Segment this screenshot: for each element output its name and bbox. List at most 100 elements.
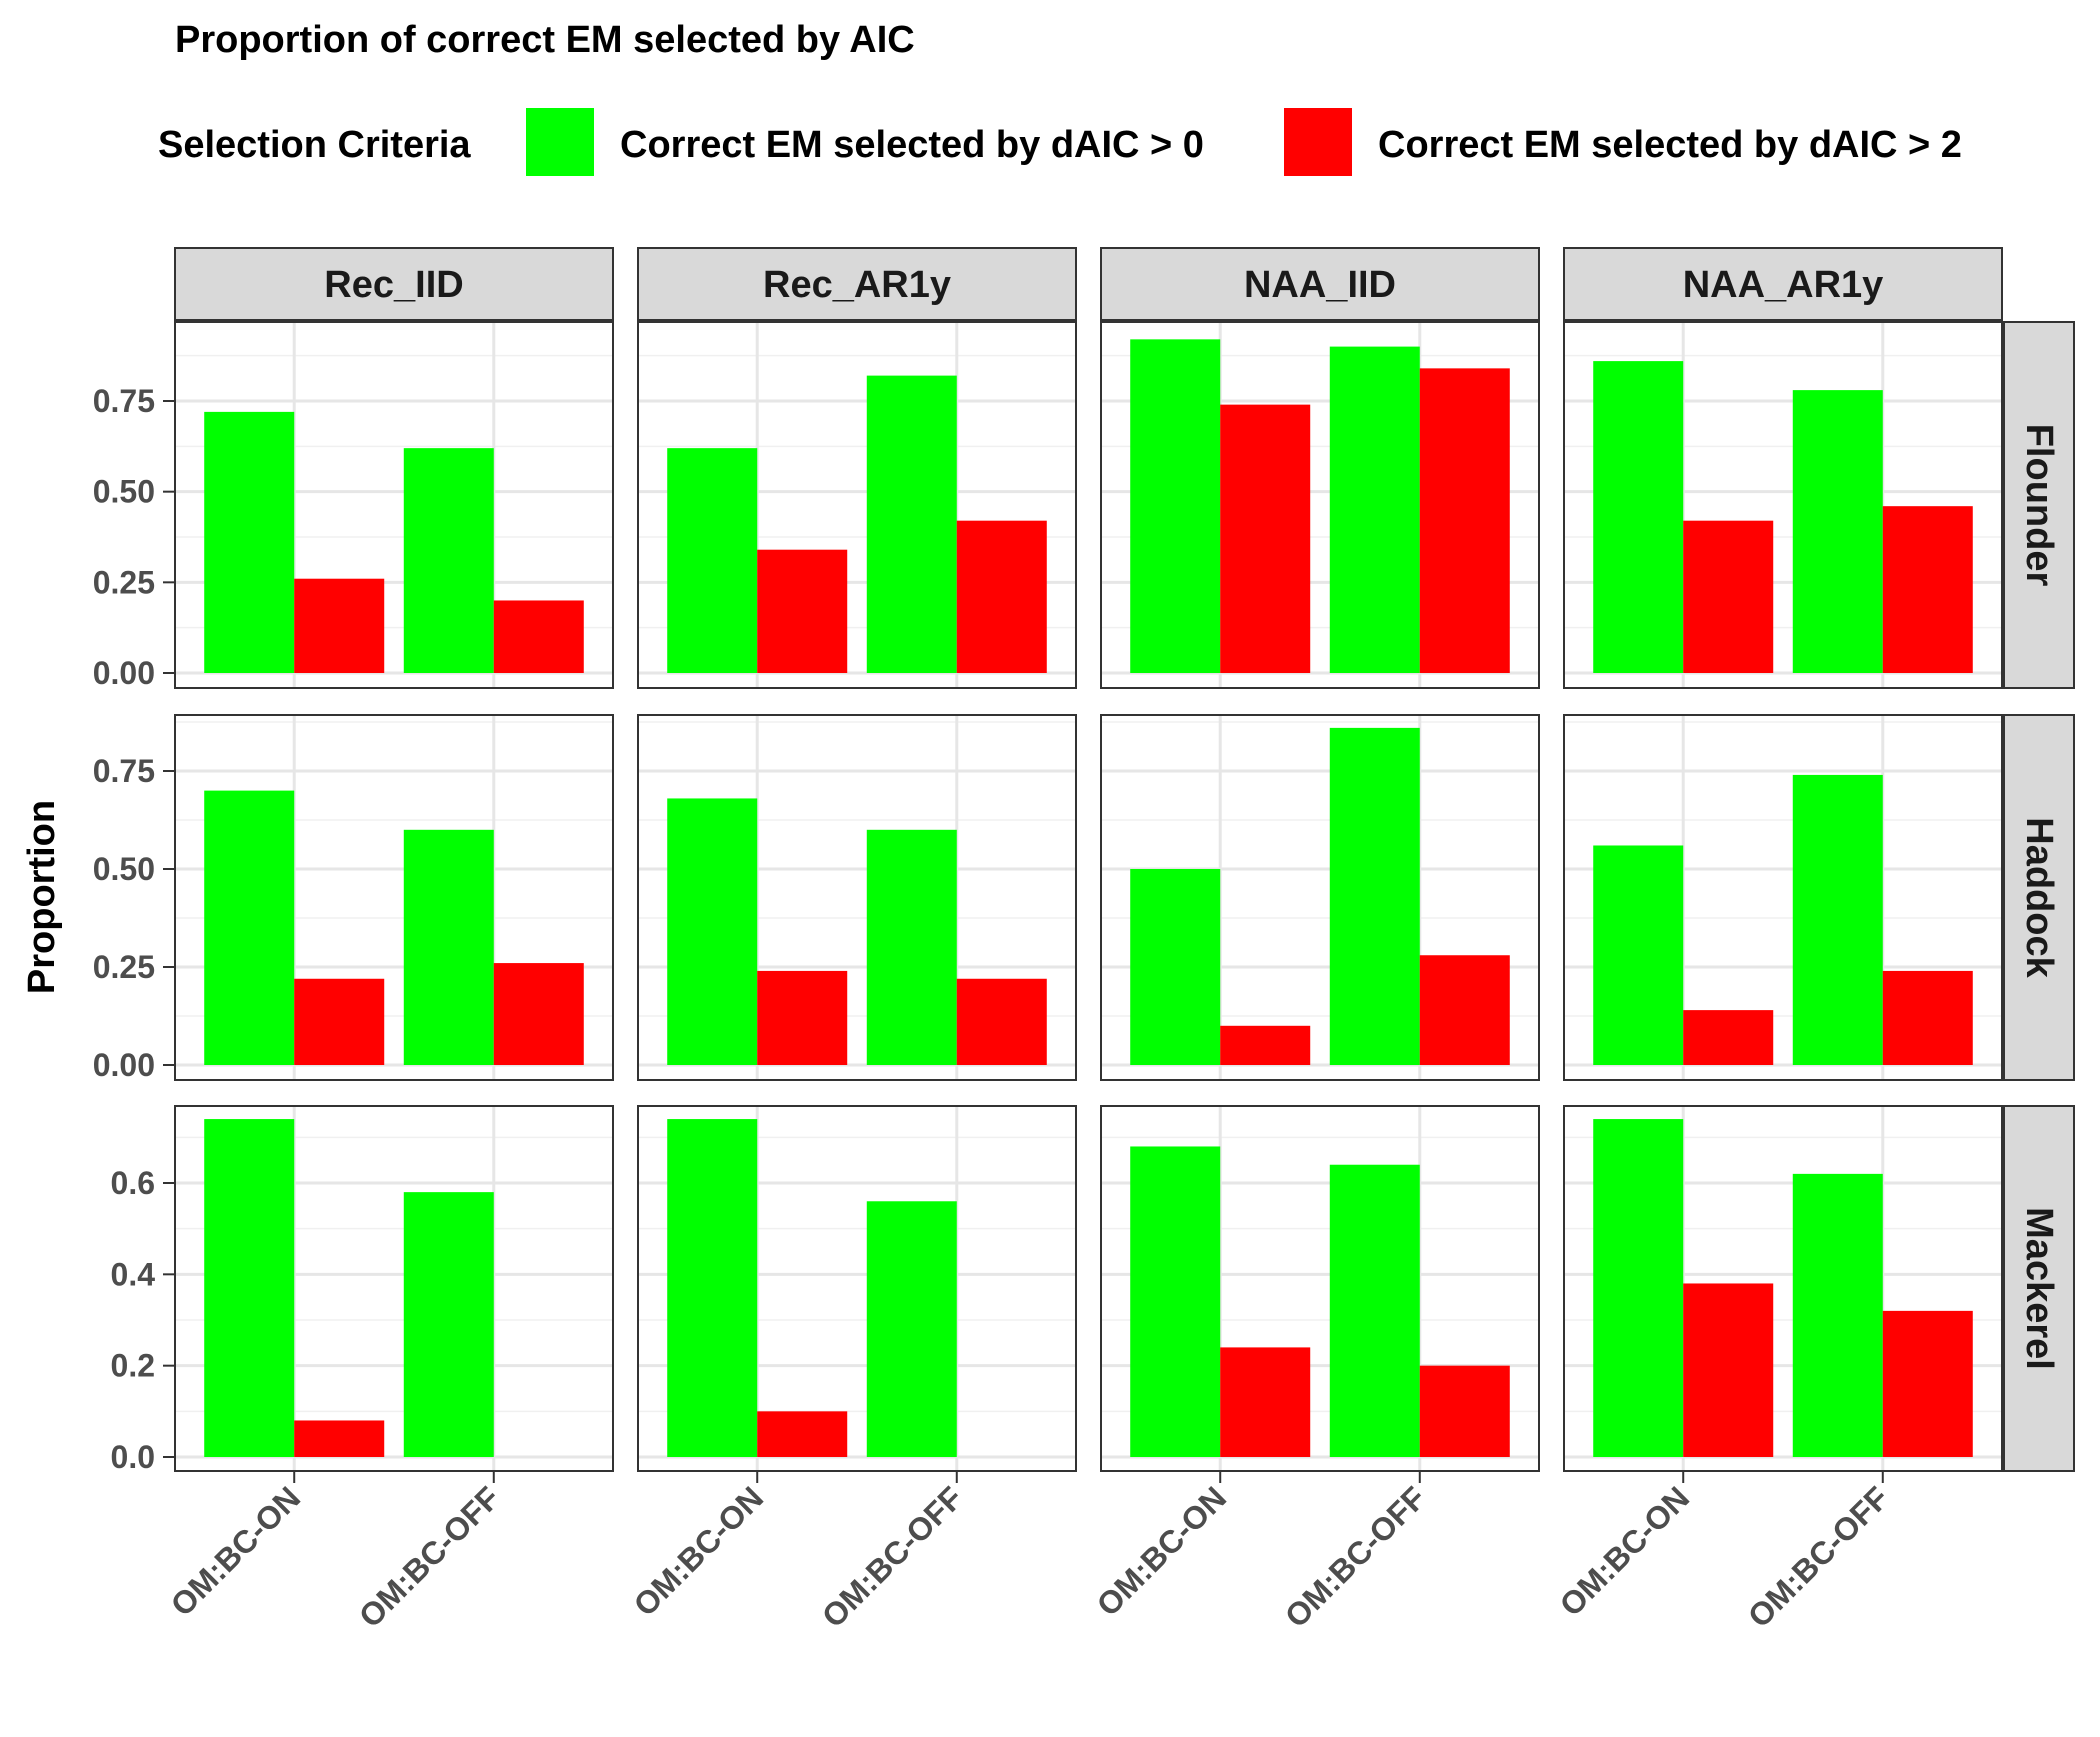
bar-om-bc-on-daic0 — [1130, 1146, 1221, 1457]
y-tick-label: 0.75 — [93, 383, 155, 419]
bar-om-bc-on-daic0 — [204, 790, 295, 1065]
bar-om-bc-off-daic2 — [1882, 506, 1973, 673]
legend-swatch-daic2 — [1284, 108, 1352, 176]
strip-flounder: Flounder — [2003, 321, 2075, 689]
bar-om-bc-on-daic0 — [1130, 869, 1221, 1065]
strip-naa-iid: NAA_IID — [1100, 247, 1540, 321]
bar-om-bc-off-daic2 — [1882, 1310, 1973, 1457]
strip-label-naa-iid: NAA_IID — [1244, 264, 1396, 306]
panel-border — [174, 1105, 614, 1472]
panel-mackerel-naa-iid — [1100, 1105, 1540, 1472]
panels: Rec_IID Rec_AR1y NAA_IID NAA_AR1y Flounder 0.… — [93, 247, 2075, 1634]
panel-flounder-naa-iid — [1100, 321, 1540, 689]
strip-label-rec-iid: Rec_IID — [324, 264, 463, 306]
bar-om-bc-off-daic0 — [1329, 346, 1420, 673]
y-tick-label: 0.75 — [93, 753, 155, 789]
panel-border — [1100, 714, 1540, 1081]
strip-background — [2003, 714, 2075, 1081]
panel-border — [637, 1105, 1077, 1472]
panel-flounder-rec-ar1y — [637, 321, 1077, 689]
bar-om-bc-on-daic0 — [1593, 361, 1684, 673]
strip-label-mackerel: Mackerel — [2018, 1207, 2060, 1370]
panel-border — [174, 714, 614, 1081]
bar-om-bc-off-daic0 — [1792, 774, 1883, 1065]
bar-om-bc-on-daic2 — [1220, 1347, 1311, 1457]
bar-om-bc-on-daic2 — [757, 970, 848, 1065]
bar-om-bc-on-daic2 — [1683, 1283, 1774, 1457]
strip-rec-iid: Rec_IID — [174, 247, 614, 321]
bar-om-bc-on-daic0 — [204, 1119, 295, 1457]
bar-om-bc-off-daic0 — [403, 448, 494, 673]
panel-flounder-naa-ar1y — [1563, 321, 2003, 689]
panel-border — [1563, 321, 2003, 689]
strip-label-rec-ar1y: Rec_AR1y — [763, 264, 951, 306]
bar-om-bc-off-daic2 — [1882, 970, 1973, 1065]
bar-om-bc-on-daic2 — [294, 978, 385, 1065]
bar-om-bc-off-daic2 — [493, 600, 584, 673]
panel-mackerel-rec-iid — [174, 1105, 614, 1472]
strip-haddock: Haddock — [2003, 714, 2075, 1081]
panel-haddock-rec-iid — [174, 714, 614, 1081]
y-axis-title: Proportion — [21, 800, 63, 994]
bar-om-bc-on-daic0 — [667, 798, 758, 1065]
strip-rec-ar1y: Rec_AR1y — [637, 247, 1077, 321]
bar-om-bc-off-daic0 — [1792, 390, 1883, 673]
panel-flounder-rec-iid — [174, 321, 614, 689]
bar-om-bc-off-daic0 — [1792, 1173, 1883, 1457]
strip-label-flounder: Flounder — [2018, 424, 2060, 587]
y-tick-label: 0.00 — [93, 1047, 155, 1083]
y-tick-label: 0.25 — [93, 949, 155, 985]
legend-title: Selection Criteria — [158, 124, 471, 166]
panel-border — [637, 321, 1077, 689]
strip-naa-ar1y: NAA_AR1y — [1563, 247, 2003, 321]
strip-label-naa-ar1y: NAA_AR1y — [1683, 264, 1884, 306]
y-tick-label: 0.00 — [93, 655, 155, 691]
x-tick-label-om-bc-on: OM:BC-ON — [627, 1479, 771, 1623]
bar-om-bc-off-daic0 — [866, 1201, 957, 1457]
strip-background — [174, 247, 614, 321]
bar-om-bc-on-daic0 — [667, 448, 758, 673]
panel-mackerel-naa-ar1y — [1563, 1105, 2003, 1472]
panel-haddock-rec-ar1y — [637, 714, 1077, 1081]
panel-border — [1100, 321, 1540, 689]
x-tick-label-om-bc-on: OM:BC-ON — [1090, 1479, 1234, 1623]
y-tick-label: 0.25 — [93, 564, 155, 600]
bar-om-bc-off-daic2 — [1419, 1365, 1510, 1457]
bar-om-bc-on-daic2 — [1683, 1010, 1774, 1065]
legend: Selection Criteria Correct EM selected b… — [158, 108, 1962, 176]
strip-background — [2003, 1105, 2075, 1472]
bar-om-bc-off-daic0 — [866, 375, 957, 673]
x-tick-label-om-bc-off: OM:BC-OFF — [1278, 1479, 1433, 1634]
x-tick-label-om-bc-off: OM:BC-OFF — [1741, 1479, 1896, 1634]
bar-om-bc-off-daic2 — [1419, 368, 1510, 673]
x-tick-label-om-bc-off: OM:BC-OFF — [815, 1479, 970, 1634]
strip-label-haddock: Haddock — [2018, 817, 2060, 978]
bar-om-bc-off-daic0 — [1329, 1164, 1420, 1457]
bar-om-bc-on-daic2 — [294, 578, 385, 673]
panel-haddock-naa-iid — [1100, 714, 1540, 1081]
bar-om-bc-on-daic2 — [294, 1420, 385, 1457]
panel-border — [1563, 714, 2003, 1081]
y-tick-label: 0.50 — [93, 851, 155, 887]
bar-om-bc-on-daic2 — [757, 549, 848, 673]
bar-om-bc-off-daic0 — [866, 829, 957, 1065]
chart-title: Proportion of correct EM selected by AIC — [175, 19, 915, 61]
bar-om-bc-on-daic2 — [1683, 520, 1774, 673]
legend-label-daic0: Correct EM selected by dAIC > 0 — [620, 124, 1204, 166]
panel-border — [1100, 1105, 1540, 1472]
strip-background — [1100, 247, 1540, 321]
strip-mackerel: Mackerel — [2003, 1105, 2075, 1472]
strip-background — [1563, 247, 2003, 321]
panel-mackerel-rec-ar1y — [637, 1105, 1077, 1472]
legend-label-daic2: Correct EM selected by dAIC > 2 — [1378, 124, 1962, 166]
panel-border — [637, 714, 1077, 1081]
bar-om-bc-off-daic0 — [403, 1192, 494, 1457]
legend-swatch-daic0 — [526, 108, 594, 176]
bar-om-bc-off-daic0 — [1329, 727, 1420, 1065]
bar-om-bc-on-daic0 — [1593, 845, 1684, 1065]
bar-om-bc-off-daic2 — [956, 978, 1047, 1065]
y-tick-label: 0.6 — [111, 1165, 155, 1201]
y-tick-label: 0.0 — [111, 1439, 155, 1475]
panel-border — [174, 321, 614, 689]
